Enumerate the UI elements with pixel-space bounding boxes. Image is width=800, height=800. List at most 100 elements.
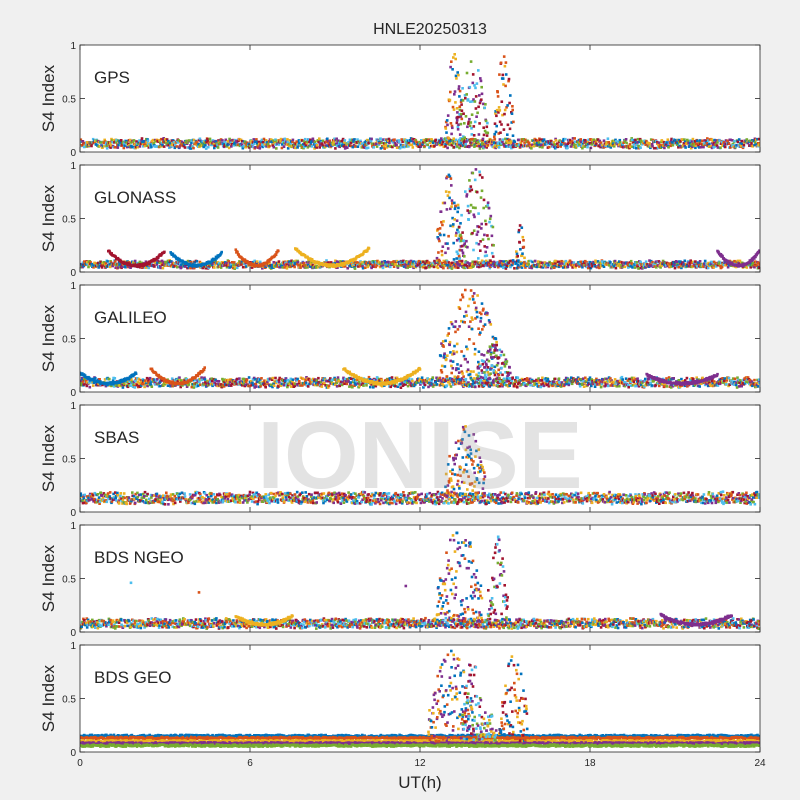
baseline-point (308, 140, 311, 144)
baseline-point (483, 145, 487, 148)
burst-point (446, 242, 449, 245)
baseline-point (339, 260, 342, 263)
baseline-point (364, 143, 367, 147)
burst-point (502, 83, 505, 86)
baseline-point (609, 146, 613, 149)
burst-point (453, 218, 456, 221)
baseline-point (330, 141, 334, 145)
baseline-point (251, 381, 254, 385)
baseline-point (219, 266, 223, 269)
baseline-point (595, 142, 598, 146)
baseline-point (615, 140, 618, 143)
arc-point (236, 250, 239, 254)
baseline-point (347, 141, 350, 144)
baseline-point (559, 264, 563, 268)
baseline-point (173, 143, 177, 146)
baseline-point (263, 379, 266, 382)
burst-point (481, 176, 484, 179)
baseline-point (682, 264, 686, 268)
baseline-point (450, 267, 454, 270)
burst-point (508, 138, 511, 141)
baseline-point (273, 140, 276, 143)
baseline-point (306, 385, 310, 388)
baseline-point (225, 145, 229, 148)
baseline-point (266, 380, 269, 384)
baseline-point (563, 264, 566, 267)
baseline-point (610, 144, 613, 147)
burst-point (462, 239, 465, 242)
baseline-point (134, 145, 138, 149)
baseline-point (381, 260, 384, 264)
burst-point (470, 188, 474, 192)
baseline-point (366, 146, 370, 150)
baseline-point (139, 379, 143, 382)
baseline-point (651, 144, 654, 148)
baseline-point (422, 141, 425, 144)
arc-point (110, 252, 113, 255)
baseline-point (598, 266, 601, 270)
baseline-point (544, 265, 548, 268)
baseline-point (596, 138, 600, 141)
baseline-point (335, 381, 338, 385)
baseline-point (113, 385, 116, 388)
baseline-point (696, 139, 699, 143)
baseline-point (356, 138, 359, 141)
baseline-point (739, 141, 742, 145)
burst-point (517, 230, 520, 234)
baseline-point (103, 378, 107, 381)
baseline-point (236, 143, 240, 146)
baseline-point (571, 137, 575, 140)
baseline-point (714, 140, 718, 144)
burst-point (456, 263, 460, 266)
baseline-point (567, 263, 570, 266)
baseline-point (183, 146, 187, 149)
baseline-point (443, 137, 447, 140)
baseline-point (264, 139, 268, 142)
baseline-point (122, 382, 126, 386)
baseline-point (698, 139, 702, 142)
baseline-point (272, 261, 276, 264)
baseline-point (407, 262, 411, 265)
baseline-point (230, 382, 234, 385)
baseline-point (531, 143, 534, 146)
arc-point (721, 255, 724, 258)
baseline-point (680, 138, 684, 141)
baseline-point (90, 262, 94, 266)
baseline-point (142, 379, 145, 382)
baseline-point (600, 262, 603, 265)
baseline-point (133, 143, 137, 146)
baseline-point (551, 145, 554, 148)
baseline-point (503, 265, 506, 269)
baseline-point (320, 142, 324, 145)
burst-point (483, 129, 487, 133)
baseline-point (341, 380, 344, 383)
baseline-point (389, 385, 392, 389)
baseline-point (269, 383, 273, 387)
baseline-point (649, 138, 653, 141)
burst-point (471, 73, 475, 76)
baseline-point (429, 381, 433, 384)
burst-point (518, 224, 522, 227)
arc-point (163, 250, 166, 254)
baseline-point (182, 264, 185, 268)
baseline-point (307, 138, 310, 142)
baseline-point (147, 146, 151, 149)
baseline-point (497, 264, 500, 267)
baseline-point (291, 140, 294, 143)
baseline-point (159, 143, 163, 146)
baseline-point (286, 140, 290, 144)
baseline-point (186, 146, 190, 149)
baseline-point (88, 385, 92, 389)
baseline-point (187, 383, 191, 386)
baseline-point (642, 266, 645, 269)
baseline-point (142, 140, 146, 143)
baseline-point (341, 260, 345, 263)
baseline-point (702, 145, 705, 149)
baseline-point (310, 145, 314, 148)
baseline-point (441, 264, 444, 268)
baseline-point (244, 145, 247, 149)
baseline-point (290, 259, 293, 263)
baseline-point (271, 385, 274, 389)
baseline-point (235, 139, 238, 143)
baseline-point (694, 146, 697, 150)
